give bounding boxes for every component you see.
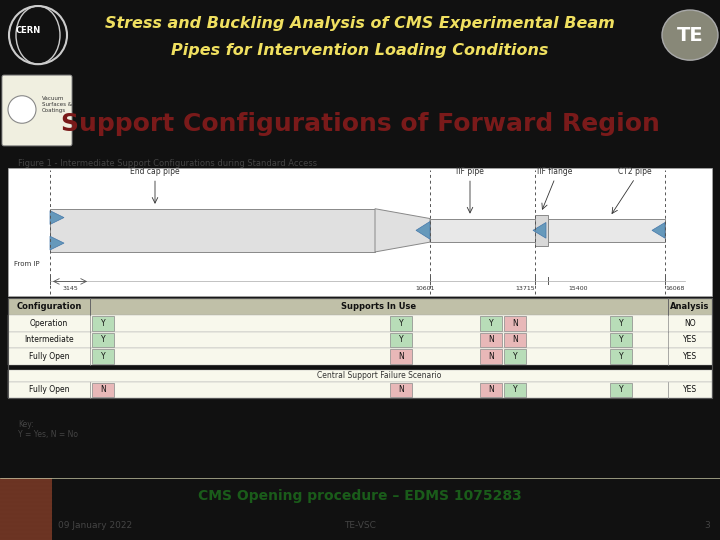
Text: CT2 pipe: CT2 pipe	[618, 167, 652, 176]
FancyBboxPatch shape	[390, 316, 412, 330]
Text: Y: Y	[399, 335, 403, 345]
Text: N: N	[100, 386, 106, 395]
FancyBboxPatch shape	[504, 333, 526, 347]
Text: IIF flange: IIF flange	[537, 167, 572, 176]
Text: TE: TE	[677, 25, 703, 45]
FancyBboxPatch shape	[390, 383, 412, 397]
FancyBboxPatch shape	[610, 349, 632, 364]
Text: Supports In Use: Supports In Use	[341, 302, 417, 311]
Polygon shape	[50, 211, 64, 225]
FancyBboxPatch shape	[390, 349, 412, 364]
Text: 15400: 15400	[568, 286, 588, 292]
FancyBboxPatch shape	[480, 383, 502, 397]
Text: Y: Y	[101, 335, 105, 345]
Polygon shape	[533, 222, 546, 238]
FancyBboxPatch shape	[610, 333, 632, 347]
Text: Central Support Failure Scenario: Central Support Failure Scenario	[317, 372, 441, 380]
Text: 3145: 3145	[62, 286, 78, 292]
Text: 13715: 13715	[516, 286, 535, 292]
FancyBboxPatch shape	[504, 316, 526, 330]
Text: N: N	[488, 386, 494, 395]
Text: Y: Y	[101, 352, 105, 361]
FancyBboxPatch shape	[504, 349, 526, 364]
Text: CERN: CERN	[15, 25, 40, 35]
FancyBboxPatch shape	[8, 332, 712, 348]
Text: CMS Opening procedure – EDMS 1075283: CMS Opening procedure – EDMS 1075283	[198, 489, 522, 503]
FancyBboxPatch shape	[8, 298, 712, 315]
Text: Key:
Y = Yes, N = No: Key: Y = Yes, N = No	[18, 420, 78, 440]
Text: 3: 3	[704, 522, 710, 530]
Text: N: N	[398, 386, 404, 395]
FancyBboxPatch shape	[50, 209, 375, 252]
FancyBboxPatch shape	[480, 316, 502, 330]
Text: IIF pipe: IIF pipe	[456, 167, 484, 176]
Text: TE-VSC: TE-VSC	[344, 522, 376, 530]
Text: From IP: From IP	[14, 261, 40, 267]
Text: N: N	[398, 352, 404, 361]
FancyBboxPatch shape	[8, 168, 712, 296]
Text: N: N	[512, 335, 518, 345]
Polygon shape	[375, 209, 430, 252]
Text: Intermediate: Intermediate	[24, 335, 74, 345]
FancyBboxPatch shape	[610, 383, 632, 397]
FancyBboxPatch shape	[92, 333, 114, 347]
Text: Pipes for Intervention Loading Conditions: Pipes for Intervention Loading Condition…	[171, 43, 549, 58]
Polygon shape	[416, 221, 430, 239]
Polygon shape	[652, 222, 665, 238]
FancyBboxPatch shape	[8, 348, 712, 365]
Text: NO: NO	[684, 319, 696, 328]
Text: N: N	[512, 319, 518, 328]
Text: Y: Y	[513, 386, 517, 395]
Text: Figure 1 - Intermediate Support Configurations during Standard Access: Figure 1 - Intermediate Support Configur…	[18, 159, 317, 168]
Text: Y: Y	[618, 335, 624, 345]
Text: Operation: Operation	[30, 319, 68, 328]
FancyBboxPatch shape	[92, 316, 114, 330]
Text: End cap pipe: End cap pipe	[130, 167, 180, 176]
Text: Support Configurations of Forward Region: Support Configurations of Forward Region	[60, 112, 660, 136]
Polygon shape	[50, 236, 64, 250]
Text: Y: Y	[489, 319, 493, 328]
Text: YES: YES	[683, 335, 697, 345]
Text: Fully Open: Fully Open	[29, 386, 69, 395]
FancyBboxPatch shape	[8, 370, 712, 382]
Text: Configuration: Configuration	[17, 302, 81, 311]
Text: 16068: 16068	[665, 286, 685, 292]
Ellipse shape	[662, 10, 718, 60]
FancyBboxPatch shape	[480, 349, 502, 364]
Text: Vacuum
Surfaces &
Coatings: Vacuum Surfaces & Coatings	[42, 96, 72, 113]
FancyBboxPatch shape	[610, 316, 632, 330]
Text: YES: YES	[683, 352, 697, 361]
FancyBboxPatch shape	[8, 382, 712, 399]
FancyBboxPatch shape	[2, 75, 72, 146]
Text: 09 January 2022: 09 January 2022	[58, 522, 132, 530]
Text: Fully Open: Fully Open	[29, 352, 69, 361]
FancyBboxPatch shape	[0, 478, 52, 540]
Text: YES: YES	[683, 386, 697, 395]
Text: Y: Y	[618, 386, 624, 395]
FancyBboxPatch shape	[92, 349, 114, 364]
FancyBboxPatch shape	[92, 383, 114, 397]
FancyBboxPatch shape	[430, 219, 535, 242]
Text: Stress and Buckling Analysis of CMS Experimental Beam: Stress and Buckling Analysis of CMS Expe…	[105, 16, 615, 31]
FancyBboxPatch shape	[535, 214, 548, 246]
Ellipse shape	[8, 96, 36, 123]
FancyBboxPatch shape	[8, 315, 712, 332]
Text: Y: Y	[618, 352, 624, 361]
Text: N: N	[488, 335, 494, 345]
FancyBboxPatch shape	[548, 219, 665, 242]
Text: 10601: 10601	[415, 286, 435, 292]
Text: Y: Y	[399, 319, 403, 328]
Text: Y: Y	[101, 319, 105, 328]
Text: Y: Y	[618, 319, 624, 328]
FancyBboxPatch shape	[504, 383, 526, 397]
Text: Y: Y	[513, 352, 517, 361]
Text: N: N	[488, 352, 494, 361]
Text: Analysis: Analysis	[670, 302, 710, 311]
FancyBboxPatch shape	[390, 333, 412, 347]
FancyBboxPatch shape	[480, 333, 502, 347]
